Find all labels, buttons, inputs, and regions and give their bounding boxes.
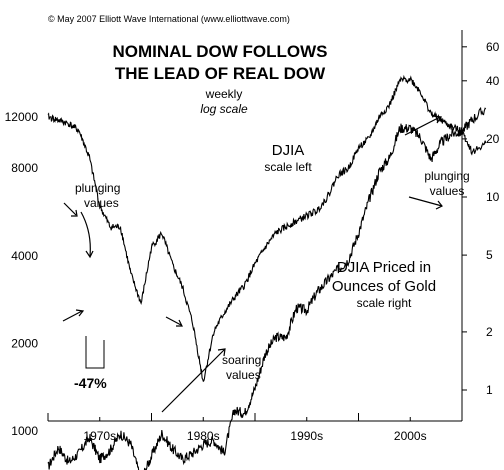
annotation-plunging-left-1: plunging	[75, 181, 120, 195]
chart-subtitle: weekly	[205, 87, 243, 101]
right-tick-label: 2	[486, 325, 493, 339]
right-tick-label: 5	[486, 248, 493, 262]
chart-title-line2: THE LEAD OF REAL DOW	[115, 64, 326, 83]
arrow-shaft	[161, 348, 226, 413]
left-tick-label: 4000	[11, 249, 38, 263]
label-gold-scale: scale right	[357, 296, 412, 310]
label-djia-scale: scale left	[264, 160, 312, 174]
arrow-head	[432, 115, 443, 124]
annotation-soaring-2: values	[226, 368, 261, 382]
label-gold-2: Ounces of Gold	[332, 278, 436, 295]
label-gold-1: DJIA Priced in	[337, 259, 431, 276]
annotation-soaring-1: soaring	[222, 353, 261, 367]
chart-subtitle-line2: log scale	[200, 102, 248, 116]
arrow-head	[85, 250, 94, 259]
right-tick-label: 20	[486, 132, 500, 146]
label-djia: DJIA	[272, 142, 305, 159]
annotation-plunging-right-2: values	[430, 184, 465, 198]
right-tick-label: 60	[486, 40, 500, 54]
drop-bracket	[85, 336, 105, 369]
annotation-plunging-left-2: values	[84, 196, 119, 210]
left-axis-ticks: 1000 2000 4000 8000 12000	[5, 110, 39, 438]
right-tick-label: 40	[486, 74, 500, 88]
x-tick-label: 2000s	[394, 429, 427, 443]
arrow-head	[435, 200, 443, 210]
chart-title: NOMINAL DOW FOLLOWS	[113, 42, 328, 61]
arrow-shaft	[80, 211, 91, 257]
annotation-plunging-right-1: plunging	[424, 169, 469, 183]
right-tick-label: 10	[486, 190, 500, 204]
arrow-shaft	[165, 316, 182, 326]
arrow-shaft	[62, 310, 83, 322]
arrow-head	[176, 319, 183, 327]
x-tick-label: 1990s	[290, 429, 323, 443]
annotation-drop-percent: -47%	[74, 375, 107, 391]
arrow-shaft	[408, 196, 443, 207]
left-tick-label: 2000	[11, 336, 38, 350]
arrow-head	[217, 348, 226, 357]
x-axis-ticks: 1970s 1980s 1990s 2000s	[47, 413, 463, 443]
right-tick-label: 1	[486, 383, 493, 397]
series-line-djia-in-gold	[47, 74, 487, 383]
left-tick-label: 8000	[11, 161, 38, 175]
arrow-shaft	[404, 116, 441, 136]
left-tick-label: 1000	[11, 424, 38, 438]
copyright-text: © May 2007 Elliott Wave International (w…	[48, 14, 290, 24]
series-line-djia	[47, 106, 487, 470]
right-axis-ticks: 1 2 5 10 20 40 60	[462, 40, 500, 397]
arrow-head	[71, 209, 78, 217]
left-tick-label: 12000	[5, 110, 39, 124]
arrow-shaft	[63, 202, 77, 216]
arrow-head	[75, 309, 85, 317]
